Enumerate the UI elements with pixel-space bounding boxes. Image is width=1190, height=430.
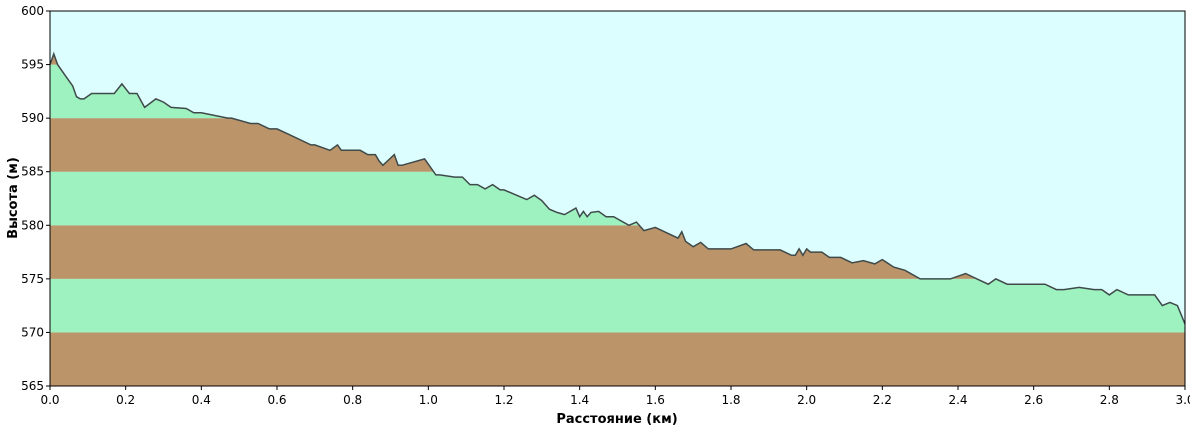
x-tick-label: 2.8 [1100, 393, 1119, 407]
y-tick-label: 585 [21, 165, 44, 179]
x-tick-label: 2.0 [797, 393, 816, 407]
x-tick-label: 0.2 [116, 393, 135, 407]
x-axis-title: Расстояние (км) [556, 412, 677, 427]
x-tick-label: 2.2 [873, 393, 892, 407]
y-axis-title: Высота (м) [6, 157, 21, 239]
x-tick-label: 0.6 [267, 393, 286, 407]
x-tick-label: 0.8 [343, 393, 362, 407]
y-tick-label: 595 [21, 58, 44, 72]
sky-area [50, 11, 1185, 324]
x-axis: 0.0 0.2 0.4 0.6 0.8 1.0 1.2 1.4 1.6 1.8 2.0 2.2 2.4 2… [40, 386, 1190, 407]
y-tick-label: 600 [21, 4, 44, 18]
x-tick-label: 0.0 [40, 393, 59, 407]
y-tick-label: 565 [21, 379, 44, 393]
y-tick-label: 590 [21, 111, 44, 125]
x-tick-label: 1.2 [494, 393, 513, 407]
x-tick-label: 1.4 [570, 393, 589, 407]
y-tick-label: 570 [21, 325, 44, 339]
y-tick-label: 575 [21, 272, 44, 286]
series-line [50, 51, 1185, 325]
y-axis: 565 570 575 580 585 590 595 600 [21, 4, 50, 393]
elevation-band [50, 332, 1185, 386]
plot-frame [49, 10, 1186, 387]
elevation-band [50, 278, 1185, 333]
x-tick-label: 3.0 [1175, 393, 1190, 407]
x-tick-label: 2.6 [1024, 393, 1043, 407]
x-tick-label: 1.6 [646, 393, 665, 407]
x-tick-label: 0.4 [192, 393, 211, 407]
x-tick-label: 1.0 [419, 393, 438, 407]
x-tick-label: 2.4 [948, 393, 967, 407]
y-tick-label: 580 [21, 218, 44, 232]
x-tick-label: 1.8 [721, 393, 740, 407]
